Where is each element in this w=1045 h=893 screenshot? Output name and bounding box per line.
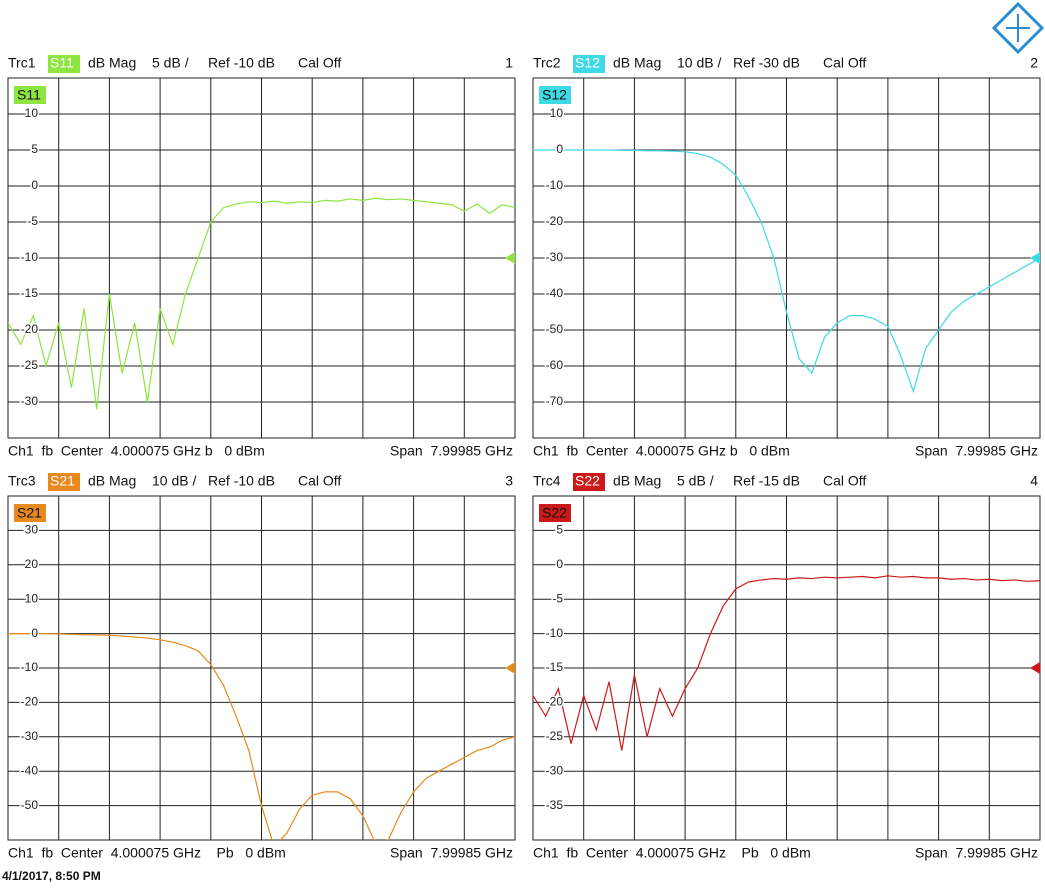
y-tick-label: 10 bbox=[550, 106, 564, 120]
y-tick-label: -15 bbox=[21, 286, 39, 300]
y-tick-label: -50 bbox=[546, 322, 564, 336]
channel-info: Ch1 fb Center 4.000075 GHz b 0 dBm bbox=[533, 443, 790, 459]
y-tick-label: 0 bbox=[31, 626, 38, 640]
trace-name-box bbox=[573, 473, 605, 491]
y-tick-label: -10 bbox=[546, 626, 564, 640]
channel-panel: Trc4 S22 dB Mag 5 dB / Ref -15 dB Cal Off 4 Ch1… bbox=[532, 473, 1041, 861]
y-tick-label: 10 bbox=[25, 591, 39, 605]
trace-label-box bbox=[14, 86, 46, 104]
y-tick-label: -20 bbox=[546, 695, 564, 709]
ref-text: Ref -30 dB bbox=[733, 55, 800, 71]
y-tick-label: -25 bbox=[546, 729, 564, 743]
channel-panel: Trc3 S21 dB Mag 10 dB / Ref -10 dB Cal Off 3 Ch… bbox=[7, 473, 516, 861]
y-tick-label: -40 bbox=[546, 286, 564, 300]
trace-name: S12 bbox=[575, 55, 600, 71]
span-info: Span 7.99985 GHz bbox=[915, 443, 1038, 459]
trace-id: Trc1 bbox=[8, 55, 36, 71]
y-tick-label: 0 bbox=[556, 142, 563, 156]
trace-name: S21 bbox=[50, 473, 75, 489]
trace-id: Trc3 bbox=[8, 473, 36, 489]
y-tick-label: -30 bbox=[21, 729, 39, 743]
y-tick-label: -60 bbox=[546, 358, 564, 372]
y-tick-label: -50 bbox=[21, 798, 39, 812]
y-tick-label: -30 bbox=[546, 250, 564, 264]
trace-label-box bbox=[14, 504, 46, 522]
y-tick-label: -70 bbox=[546, 394, 564, 408]
window-number: 2 bbox=[1030, 55, 1038, 71]
window-number: 4 bbox=[1030, 473, 1038, 489]
trace-label: S12 bbox=[542, 87, 567, 103]
window-number: 1 bbox=[505, 55, 513, 71]
y-tick-label: 0 bbox=[556, 557, 563, 571]
y-tick-label: -5 bbox=[27, 214, 38, 228]
trace-name: S11 bbox=[50, 55, 74, 71]
cal-state: Cal Off bbox=[823, 55, 866, 71]
y-tick-label: 20 bbox=[25, 557, 39, 571]
ref-text: Ref -10 dB bbox=[208, 473, 275, 489]
format: dB Mag bbox=[88, 473, 136, 489]
trace-line bbox=[533, 575, 1040, 751]
y-tick-label: -30 bbox=[546, 763, 564, 777]
logo bbox=[991, 1, 1045, 55]
trace-name-box bbox=[48, 55, 80, 73]
trace-line bbox=[8, 633, 515, 840]
window-number: 3 bbox=[505, 473, 513, 489]
y-tick-label: -20 bbox=[21, 695, 39, 709]
y-tick-label: -25 bbox=[21, 358, 39, 372]
scale: 5 dB / bbox=[677, 473, 714, 489]
y-tick-label: -20 bbox=[21, 322, 39, 336]
trace-label-box bbox=[539, 504, 571, 522]
y-tick-label: -5 bbox=[552, 591, 563, 605]
y-tick-label: 5 bbox=[31, 142, 38, 156]
scale: 10 dB / bbox=[677, 55, 721, 71]
trace-name-box bbox=[573, 55, 605, 73]
y-tick-label: -10 bbox=[546, 178, 564, 192]
format: dB Mag bbox=[88, 55, 136, 71]
ref-marker bbox=[505, 662, 515, 674]
channel-panel: Trc1 S11 dB Mag 5 dB / Ref -10 dB Cal Off 1 Ch1… bbox=[7, 55, 516, 459]
y-tick-label: 10 bbox=[25, 106, 39, 120]
ref-marker bbox=[1030, 252, 1040, 264]
trace-name: S22 bbox=[575, 473, 600, 489]
scale: 10 dB / bbox=[152, 473, 196, 489]
y-tick-label: -10 bbox=[21, 250, 39, 264]
span-info: Span 7.99985 GHz bbox=[390, 845, 513, 861]
cal-state: Cal Off bbox=[823, 473, 866, 489]
trace-line bbox=[533, 149, 1040, 394]
ref-marker bbox=[505, 252, 515, 264]
channel-info: Ch1 fb Center 4.000075 GHz b 0 dBm bbox=[8, 443, 265, 459]
span-info: Span 7.99985 GHz bbox=[390, 443, 513, 459]
ref-text: Ref -10 dB bbox=[208, 55, 275, 71]
span-info: Span 7.99985 GHz bbox=[915, 845, 1038, 861]
y-tick-label: -30 bbox=[21, 394, 39, 408]
ref-marker bbox=[1030, 662, 1040, 674]
trace-line bbox=[8, 197, 515, 410]
trace-label: S21 bbox=[17, 505, 42, 521]
trace-name-box bbox=[48, 473, 80, 491]
timestamp: 4/1/2017, 8:50 PM bbox=[2, 869, 101, 883]
trace-id: Trc2 bbox=[533, 55, 561, 71]
y-tick-label: -35 bbox=[546, 798, 564, 812]
trace-label-box bbox=[539, 86, 571, 104]
format: dB Mag bbox=[613, 473, 661, 489]
channel-info: Ch1 fb Center 4.000075 GHz Pb 0 dBm bbox=[8, 845, 286, 861]
channel-panel: Trc2 S12 dB Mag 10 dB / Ref -30 dB Cal Off 2 Ch… bbox=[532, 55, 1041, 459]
y-tick-label: -20 bbox=[546, 214, 564, 228]
trace-label: S11 bbox=[17, 87, 41, 103]
cal-state: Cal Off bbox=[298, 473, 341, 489]
channel-info: Ch1 fb Center 4.000075 GHz Pb 0 dBm bbox=[533, 845, 811, 861]
format: dB Mag bbox=[613, 55, 661, 71]
trace-label: S22 bbox=[542, 505, 567, 521]
y-tick-label: -15 bbox=[546, 660, 564, 674]
y-tick-label: -10 bbox=[21, 660, 39, 674]
y-tick-label: -40 bbox=[21, 763, 39, 777]
y-tick-label: 0 bbox=[31, 178, 38, 192]
trace-id: Trc4 bbox=[533, 473, 561, 489]
ref-text: Ref -15 dB bbox=[733, 473, 800, 489]
y-tick-label: 5 bbox=[556, 523, 563, 537]
y-tick-label: 30 bbox=[25, 523, 39, 537]
cal-state: Cal Off bbox=[298, 55, 341, 71]
scale: 5 dB / bbox=[152, 55, 189, 71]
